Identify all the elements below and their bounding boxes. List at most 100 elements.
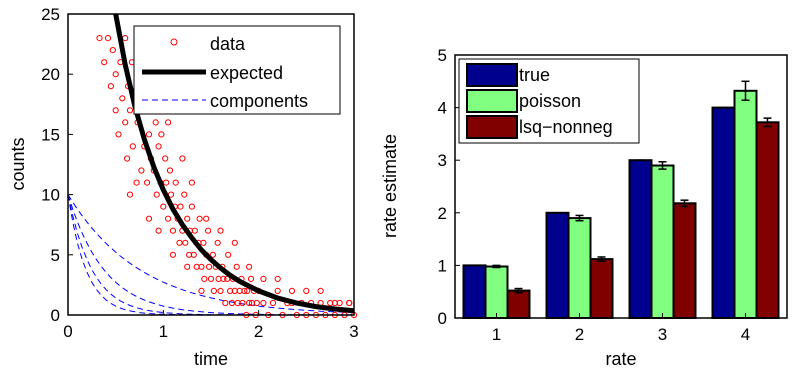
bar	[567, 217, 592, 320]
data-point	[200, 239, 207, 246]
x-tick-label: 3	[658, 325, 667, 344]
legend-true-label: true	[519, 65, 550, 85]
data-point	[190, 251, 197, 258]
data-point	[122, 35, 129, 42]
data-point	[126, 107, 134, 114]
y-tick-label: 5	[51, 246, 60, 265]
bar	[672, 202, 697, 319]
right-axes-box	[454, 54, 788, 319]
y-tick-label: 0	[51, 306, 60, 325]
legend-data-marker	[170, 38, 178, 46]
left-axes-box	[67, 13, 355, 316]
data-point	[207, 275, 215, 282]
data-point	[206, 263, 213, 270]
y-tick-label: 5	[438, 46, 447, 65]
x-tick-label: 0	[63, 322, 72, 341]
data-point	[184, 215, 191, 222]
data-point	[214, 239, 221, 246]
bar	[711, 106, 736, 319]
data-point	[203, 215, 210, 222]
data-point	[317, 287, 324, 294]
data-point	[198, 287, 205, 294]
data-point	[217, 287, 224, 294]
data-point	[145, 131, 153, 138]
data-point	[153, 191, 160, 198]
legend-lsq-swatch	[466, 115, 518, 139]
data-point	[112, 107, 119, 114]
data-point	[244, 287, 251, 294]
data-point	[109, 47, 116, 54]
left-chart: 0 1 2 3 0 5 10 15 20 25 time counts data expected…	[8, 5, 359, 369]
data-point	[126, 191, 134, 198]
data-point	[233, 263, 240, 270]
data-point	[144, 179, 151, 186]
data-point	[269, 299, 277, 307]
data-point	[288, 287, 296, 294]
bar	[650, 164, 675, 319]
left-y-axis-label: counts	[8, 137, 28, 190]
data-point	[138, 167, 145, 174]
data-point	[96, 35, 103, 42]
data-point	[182, 239, 189, 246]
data-point	[176, 239, 183, 246]
data-point	[222, 299, 229, 307]
data-point	[179, 155, 186, 162]
right-chart: 1 2 3 4 0 1 2 3 4 5 rate rate estimate true poiss…	[380, 46, 788, 369]
data-point	[115, 131, 122, 138]
data-point	[327, 299, 334, 307]
y-tick-label: 25	[41, 5, 60, 24]
legend-true-swatch	[466, 63, 518, 87]
data-point	[225, 251, 232, 258]
component-curve	[67, 194, 354, 316]
y-tick-label: 3	[438, 151, 447, 170]
x-tick-label: 3	[349, 322, 358, 341]
legend-poisson-swatch	[466, 89, 518, 113]
data-point	[205, 227, 212, 234]
bar	[545, 211, 570, 319]
data-point	[122, 119, 129, 126]
legend-expected-label: expected	[210, 63, 283, 83]
y-tick-label: 1	[438, 256, 447, 275]
data-point	[228, 299, 236, 307]
data-point	[331, 299, 338, 307]
data-point	[224, 275, 231, 282]
right-x-axis-label: rate	[605, 349, 636, 369]
data-point	[152, 119, 159, 126]
right-legend: true poisson lsq−nonneg	[458, 58, 640, 144]
data-point	[303, 287, 310, 294]
y-tick-label: 0	[438, 309, 447, 328]
data-point	[260, 275, 267, 282]
bar	[462, 264, 487, 319]
data-point	[184, 263, 191, 270]
data-point	[112, 71, 119, 78]
data-point	[181, 191, 188, 198]
data-point	[158, 131, 165, 138]
y-tick-label: 2	[438, 204, 447, 223]
data-point	[163, 179, 170, 186]
data-point	[169, 227, 176, 234]
data-point	[217, 227, 224, 234]
data-point	[201, 275, 208, 282]
data-point	[188, 179, 195, 186]
data-point	[260, 299, 267, 307]
component-curve	[67, 194, 355, 316]
left-x-axis-label: time	[194, 349, 228, 369]
data-point	[155, 143, 162, 150]
data-point	[210, 287, 217, 294]
data-point	[169, 251, 176, 258]
data-point	[145, 215, 153, 222]
data-point	[241, 287, 248, 294]
x-tick-label: 1	[159, 322, 168, 341]
data-point	[166, 167, 174, 174]
data-point	[209, 251, 216, 258]
y-tick-label: 10	[41, 186, 60, 205]
data-point	[274, 287, 281, 294]
x-tick-label: 2	[254, 322, 263, 341]
data-point	[231, 239, 238, 246]
data-point	[196, 215, 203, 222]
data-point	[104, 35, 112, 42]
right-ticks: 1 2 3 4 0 1 2 3 4 5	[438, 46, 751, 344]
data-point	[162, 155, 169, 162]
data-point	[101, 59, 108, 66]
